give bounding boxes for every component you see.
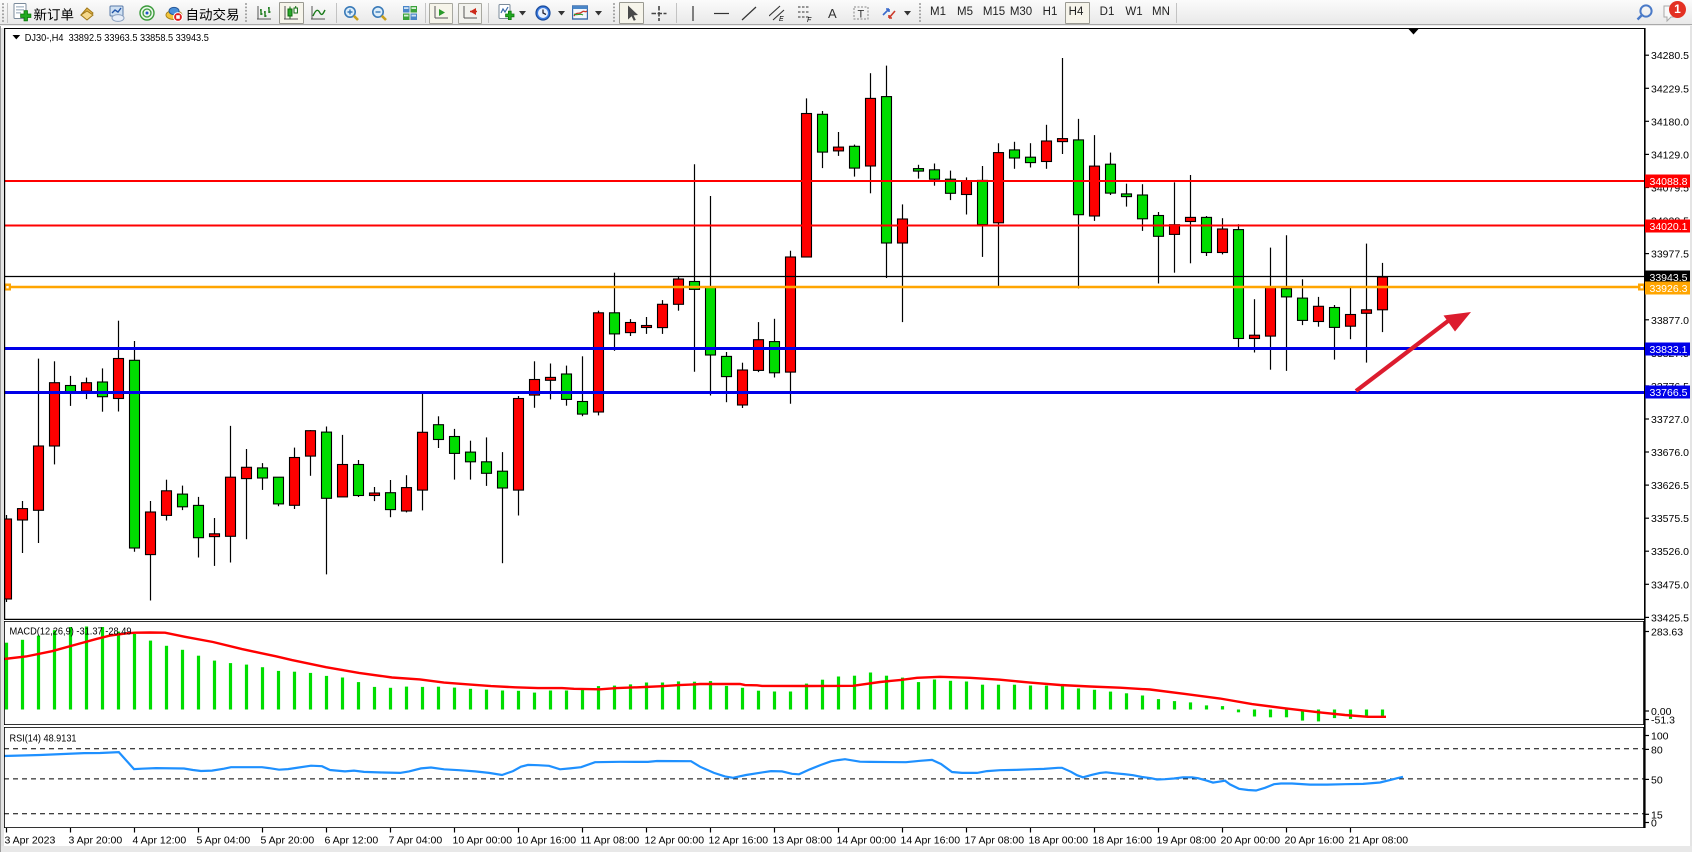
svg-text:33575.5: 33575.5: [1651, 513, 1689, 525]
svg-text:18 Apr 00:00: 18 Apr 00:00: [1029, 835, 1089, 847]
svg-text:80: 80: [1651, 744, 1663, 756]
svg-text:11 Apr 08:00: 11 Apr 08:00: [581, 835, 640, 847]
svg-text:14 Apr 16:00: 14 Apr 16:00: [901, 835, 961, 847]
svg-text:34280.5: 34280.5: [1651, 50, 1689, 62]
svg-text:33977.5: 33977.5: [1651, 249, 1689, 261]
svg-text:33926.3: 33926.3: [1650, 283, 1688, 295]
svg-text:33943.5: 33943.5: [1650, 272, 1688, 284]
svg-text:5 Apr 04:00: 5 Apr 04:00: [197, 835, 251, 847]
svg-text:12 Apr 16:00: 12 Apr 16:00: [709, 835, 769, 847]
svg-text:20 Apr 16:00: 20 Apr 16:00: [1285, 835, 1345, 847]
svg-text:17 Apr 08:00: 17 Apr 08:00: [965, 835, 1025, 847]
svg-text:34129.0: 34129.0: [1651, 149, 1689, 161]
svg-text:33425.5: 33425.5: [1651, 612, 1689, 624]
svg-text:13 Apr 08:00: 13 Apr 08:00: [773, 835, 833, 847]
svg-text:14 Apr 00:00: 14 Apr 00:00: [837, 835, 897, 847]
svg-text:DJ30-,H4 33892.5 33963.5 3385: DJ30-,H4 33892.5 33963.5 33858.5 33943.5: [25, 32, 209, 44]
svg-text:3 Apr 2023: 3 Apr 2023: [5, 835, 56, 847]
svg-text:4 Apr 12:00: 4 Apr 12:00: [133, 835, 187, 847]
svg-text:-51.3: -51.3: [1651, 715, 1675, 727]
svg-text:33766.5: 33766.5: [1650, 387, 1688, 399]
svg-text:7 Apr 04:00: 7 Apr 04:00: [389, 835, 443, 847]
svg-text:33676.0: 33676.0: [1651, 447, 1689, 459]
svg-text:20 Apr 00:00: 20 Apr 00:00: [1221, 835, 1281, 847]
svg-text:T: T: [858, 8, 865, 20]
svg-text:0.00: 0.00: [1651, 706, 1672, 718]
svg-text:18 Apr 16:00: 18 Apr 16:00: [1093, 835, 1153, 847]
svg-text:100: 100: [1651, 731, 1669, 743]
svg-text:E: E: [779, 16, 784, 22]
svg-text:0: 0: [1651, 818, 1657, 830]
svg-text:10 Apr 00:00: 10 Apr 00:00: [453, 835, 513, 847]
svg-text:33475.0: 33475.0: [1651, 579, 1689, 591]
svg-text:33833.1: 33833.1: [1650, 344, 1688, 356]
svg-text:RSI(14) 48.9131: RSI(14) 48.9131: [10, 734, 77, 745]
svg-text:34020.1: 34020.1: [1650, 221, 1688, 233]
svg-text:15: 15: [1651, 809, 1663, 821]
svg-text:A: A: [828, 6, 837, 21]
svg-text:21 Apr 08:00: 21 Apr 08:00: [1349, 835, 1409, 847]
svg-text:12 Apr 00:00: 12 Apr 00:00: [645, 835, 705, 847]
svg-text:F: F: [807, 17, 812, 22]
svg-text:34229.5: 34229.5: [1651, 83, 1689, 95]
svg-text:33727.0: 33727.0: [1651, 414, 1689, 426]
svg-text:10 Apr 16:00: 10 Apr 16:00: [517, 835, 577, 847]
svg-text:50: 50: [1651, 774, 1663, 786]
svg-text:5 Apr 20:00: 5 Apr 20:00: [261, 835, 315, 847]
svg-text:34180.0: 34180.0: [1651, 116, 1689, 128]
svg-text:283.63: 283.63: [1651, 627, 1683, 639]
svg-text:MACD(12,26,9) -31.37 -28.49: MACD(12,26,9) -31.37 -28.49: [10, 627, 132, 638]
svg-text:3 Apr 20:00: 3 Apr 20:00: [69, 835, 123, 847]
svg-text:19 Apr 08:00: 19 Apr 08:00: [1157, 835, 1217, 847]
svg-text:33877.0: 33877.0: [1651, 315, 1689, 327]
svg-text:34088.8: 34088.8: [1650, 176, 1688, 188]
svg-text:33626.5: 33626.5: [1651, 480, 1689, 492]
svg-text:33526.0: 33526.0: [1651, 546, 1689, 558]
svg-text:6 Apr 12:00: 6 Apr 12:00: [325, 835, 379, 847]
